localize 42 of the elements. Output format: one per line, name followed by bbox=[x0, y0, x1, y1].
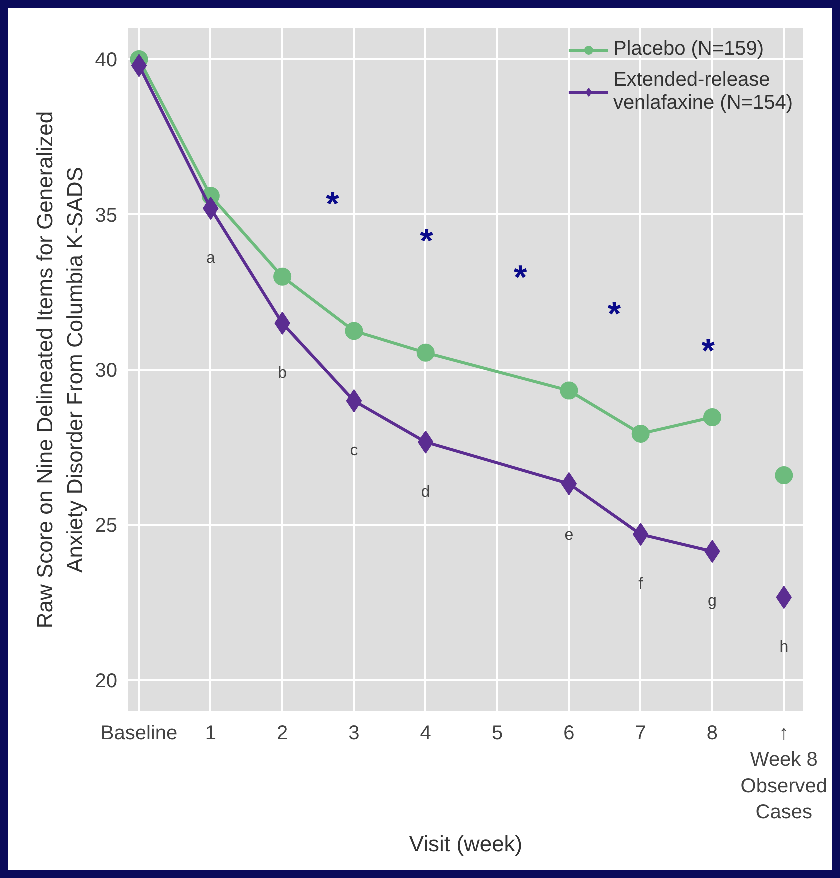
annotation: * bbox=[420, 222, 434, 260]
y-tick-label: 25 bbox=[95, 515, 118, 538]
point bbox=[131, 54, 148, 78]
annotation: a bbox=[206, 250, 216, 268]
point bbox=[346, 390, 362, 413]
annotation: g bbox=[708, 593, 717, 610]
annotation: * bbox=[514, 258, 528, 297]
point bbox=[703, 408, 722, 426]
y-tick-label: 30 bbox=[95, 360, 118, 382]
x-tick-label: 5 bbox=[492, 722, 504, 744]
point bbox=[632, 424, 650, 443]
x-tick-label: 3 bbox=[348, 722, 360, 744]
point bbox=[775, 466, 794, 485]
legend-label: Extended-release venlafaxine (N=154) bbox=[613, 69, 793, 115]
annotation: b bbox=[278, 364, 288, 382]
x-axis-title: Visit (week) bbox=[409, 832, 523, 857]
x-tick-label: 6 bbox=[564, 722, 575, 744]
y-axis-title: Raw Score on Nine Delineated Items for Generalized Anxiety Disorder From Columbia K-SADS bbox=[32, 111, 88, 629]
annotation: e bbox=[564, 526, 574, 544]
x-tick-label: 7 bbox=[635, 722, 646, 744]
y-tick-label: 20 bbox=[95, 670, 118, 692]
annotation: * bbox=[702, 332, 716, 370]
point bbox=[561, 472, 578, 496]
annotation: f bbox=[638, 576, 644, 594]
x-tick-label: 2 bbox=[277, 722, 288, 744]
x-tick-label: ↑ Week 8 Observed Cases bbox=[740, 722, 828, 824]
annotation: * bbox=[608, 296, 622, 334]
legend-label: Placebo (N=159) bbox=[613, 38, 764, 61]
annotation: c bbox=[350, 442, 358, 460]
point bbox=[274, 268, 292, 286]
y-tick-label: 40 bbox=[95, 50, 118, 72]
point bbox=[345, 322, 364, 340]
annotation: d bbox=[421, 484, 430, 501]
point bbox=[560, 382, 578, 400]
annotation: * bbox=[326, 186, 340, 224]
x-tick-label: Baseline bbox=[100, 722, 178, 744]
y-tick-label: 35 bbox=[95, 204, 118, 227]
annotation: h bbox=[780, 639, 789, 656]
x-tick-label: 8 bbox=[706, 722, 718, 744]
x-tick-label: 1 bbox=[205, 722, 216, 744]
x-tick-label: 4 bbox=[420, 722, 432, 744]
point bbox=[416, 344, 435, 362]
